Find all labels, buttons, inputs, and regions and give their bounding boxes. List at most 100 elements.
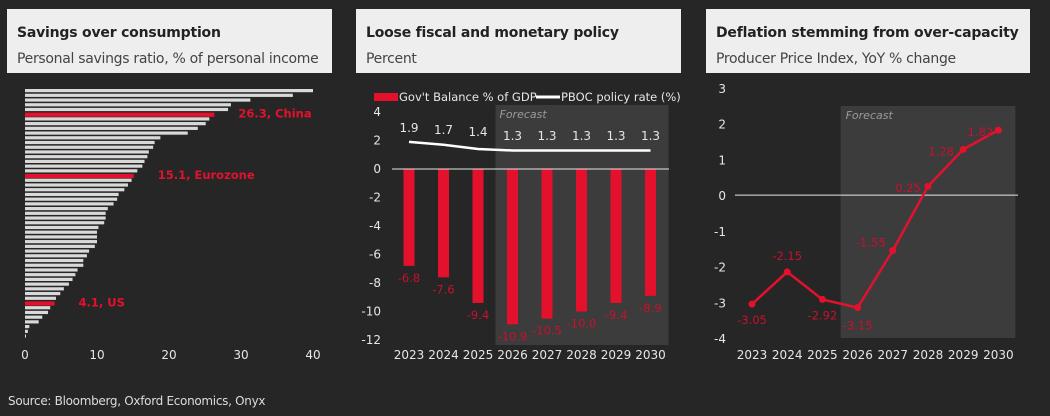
x-tick-label: 2027 bbox=[532, 348, 563, 362]
legend-swatch-bar bbox=[374, 93, 398, 101]
savings-bar bbox=[25, 225, 99, 230]
savings-bar bbox=[25, 145, 154, 149]
balance-data-label: -10.0 bbox=[567, 317, 597, 331]
y-tick-label: -2 bbox=[714, 261, 726, 275]
y-tick-label: -12 bbox=[361, 333, 381, 347]
balance-bar bbox=[438, 169, 449, 278]
ppi-point bbox=[959, 145, 967, 153]
x-tick-label: 2024 bbox=[772, 348, 803, 362]
savings-bar bbox=[25, 126, 198, 130]
y-tick-label: -4 bbox=[369, 219, 381, 233]
highlight-label: 4.1, US bbox=[79, 295, 125, 309]
savings-bar bbox=[25, 263, 84, 267]
savings-bar bbox=[25, 273, 76, 277]
x-tick-label: 2027 bbox=[878, 348, 909, 362]
ppi-data-label: 0.25 bbox=[895, 181, 921, 195]
y-tick-label: -6 bbox=[369, 248, 381, 262]
savings-bar bbox=[25, 207, 108, 211]
ppi-point bbox=[783, 268, 791, 276]
source-note: Source: Bloomberg, Oxford Economics, Ony… bbox=[8, 394, 266, 408]
y-tick-label: -1 bbox=[714, 225, 726, 239]
balance-bar bbox=[610, 169, 622, 303]
savings-bar bbox=[25, 211, 106, 215]
ppi-line bbox=[751, 129, 1000, 310]
savings-bar bbox=[25, 235, 97, 239]
forecast-label: Forecast bbox=[846, 109, 894, 122]
savings-bar bbox=[25, 258, 84, 263]
policy-chart-title: Loose fiscal and monetary policy bbox=[366, 25, 619, 41]
y-tick-label: -3 bbox=[714, 296, 726, 310]
ppi-data-label: -2.15 bbox=[772, 249, 802, 263]
highlight-bar bbox=[25, 112, 215, 117]
savings-bar bbox=[25, 93, 293, 97]
x-tick-label: 2023 bbox=[394, 348, 425, 362]
savings-bar bbox=[25, 282, 69, 286]
balance-data-label: -7.6 bbox=[432, 282, 454, 296]
x-tick-label: 10 bbox=[89, 348, 104, 362]
ppi-point bbox=[854, 304, 862, 312]
y-tick-label: 1 bbox=[718, 153, 726, 167]
ppi-data-label: -2.92 bbox=[808, 308, 838, 322]
y-tick-label: -2 bbox=[369, 191, 381, 205]
savings-bar bbox=[25, 169, 138, 173]
x-tick-label: 2024 bbox=[428, 348, 459, 362]
deflation-chart-title: Deflation stemming from over-capacity bbox=[716, 25, 1019, 41]
ppi-data-label: 1.28 bbox=[928, 144, 954, 158]
highlight-bar bbox=[25, 173, 134, 179]
balance-data-label: -9.4 bbox=[605, 308, 627, 322]
savings-bar bbox=[25, 89, 313, 93]
x-tick-label: 2029 bbox=[601, 348, 632, 362]
savings-bar bbox=[25, 188, 125, 192]
y-tick-label: -8 bbox=[369, 276, 381, 290]
pboc-data-label: 1.3 bbox=[503, 129, 522, 143]
savings-bar bbox=[25, 117, 210, 121]
pboc-data-label: 1.3 bbox=[606, 129, 625, 143]
forecast-label: Forecast bbox=[500, 108, 548, 121]
ppi-point bbox=[818, 295, 826, 303]
savings-bar bbox=[25, 164, 143, 168]
x-tick-label: 2028 bbox=[566, 348, 597, 362]
savings-bar bbox=[25, 240, 97, 244]
x-tick-label: 30 bbox=[233, 348, 248, 362]
savings-bar bbox=[25, 98, 251, 102]
savings-bar bbox=[25, 296, 56, 300]
x-tick-label: 20 bbox=[161, 348, 176, 362]
highlight-bar bbox=[25, 301, 55, 306]
savings-bar bbox=[25, 122, 206, 126]
pboc-data-label: 1.7 bbox=[434, 123, 453, 137]
savings-chart-subtitle: Personal savings ratio, % of personal in… bbox=[17, 51, 319, 67]
ppi-data-label: -3.05 bbox=[737, 313, 767, 327]
savings-bar bbox=[25, 183, 128, 187]
forecast-region bbox=[840, 106, 1016, 338]
balance-data-label: -6.8 bbox=[398, 271, 420, 285]
savings-bar bbox=[25, 202, 114, 206]
pboc-data-label: 1.3 bbox=[537, 129, 556, 143]
policy-chart-subtitle: Percent bbox=[366, 51, 417, 67]
highlight-label: 26.3, China bbox=[238, 107, 311, 121]
balance-bar bbox=[507, 169, 518, 325]
ppi-data-label: -1.55 bbox=[856, 236, 886, 250]
savings-bar bbox=[25, 325, 30, 329]
y-tick-label: 0 bbox=[718, 189, 726, 203]
savings-bar bbox=[25, 221, 105, 225]
savings-bar bbox=[25, 197, 118, 201]
savings-bar bbox=[25, 103, 231, 107]
balance-bar bbox=[541, 169, 553, 319]
pboc-data-label: 1.3 bbox=[641, 129, 660, 143]
ppi-point bbox=[748, 300, 756, 308]
savings-bar bbox=[25, 320, 39, 324]
savings-bar bbox=[25, 268, 78, 272]
ppi-data-label: 1.82 bbox=[968, 125, 994, 139]
savings-bar bbox=[25, 287, 64, 291]
savings-bar bbox=[25, 230, 97, 234]
ppi-point bbox=[994, 126, 1002, 134]
pboc-data-label: 1.4 bbox=[468, 125, 487, 139]
savings-bar bbox=[25, 306, 51, 310]
savings-bar bbox=[25, 277, 73, 281]
savings-panel-header: Savings over consumption Personal saving… bbox=[7, 9, 332, 73]
savings-bar bbox=[25, 315, 43, 319]
x-tick-label: 2028 bbox=[913, 348, 944, 362]
x-tick-label: 2030 bbox=[635, 348, 666, 362]
highlight-label: 15.1, Eurozone bbox=[158, 168, 255, 182]
y-tick-label: 3 bbox=[718, 82, 726, 96]
